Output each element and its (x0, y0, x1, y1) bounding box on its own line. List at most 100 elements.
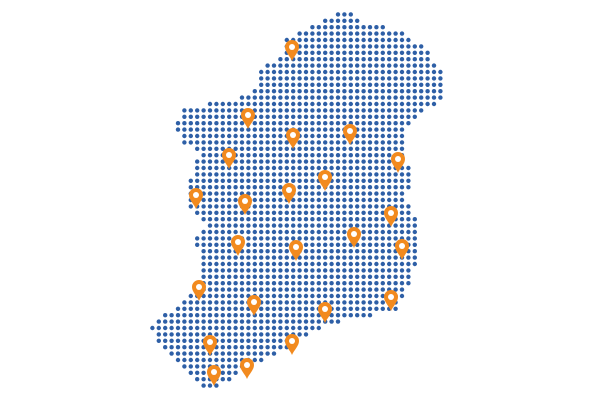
map-dot (323, 69, 328, 75)
map-dot (335, 204, 341, 209)
map-dot (399, 44, 405, 49)
map-dot (284, 108, 289, 113)
map-dot (201, 127, 206, 132)
map-dot (406, 236, 411, 241)
map-dot (201, 268, 206, 273)
map-dot (393, 127, 398, 132)
map-dot (259, 261, 264, 267)
map-dot (195, 121, 200, 126)
map-dot (278, 325, 283, 331)
map-dot (233, 325, 238, 331)
map-dot (303, 89, 309, 94)
map-dot (259, 204, 264, 209)
map-dot (195, 133, 200, 139)
map-dot (220, 332, 225, 337)
map-dot (399, 172, 405, 177)
map-dot (355, 306, 360, 311)
map-dot (259, 345, 264, 350)
map-dot (278, 153, 283, 158)
map-dot (259, 351, 264, 356)
map-dot (361, 57, 366, 62)
map-dot (367, 57, 373, 62)
map-dot (348, 172, 353, 177)
map-dot (246, 101, 251, 107)
map-dot (310, 121, 315, 126)
map-dot (425, 63, 430, 68)
map-dot (297, 50, 302, 55)
map-dot (271, 89, 277, 94)
map-dot (323, 82, 328, 88)
map-dot (367, 82, 373, 88)
map-dot (348, 95, 353, 100)
map-dot (355, 223, 360, 228)
map-dot (348, 76, 353, 81)
map-dot (342, 172, 347, 177)
map-dot (399, 204, 405, 209)
map-dot (297, 332, 302, 337)
map-dot (233, 223, 238, 228)
map-dot (291, 287, 296, 292)
map-dot (188, 114, 193, 120)
map-dot (323, 261, 328, 267)
map-dot (335, 287, 341, 292)
map-dot (335, 255, 341, 260)
map-dot (380, 191, 385, 196)
map-dot (393, 178, 398, 183)
map-dot (239, 95, 245, 100)
map-dot (367, 76, 373, 81)
map-dot (220, 185, 225, 190)
map-dot (265, 223, 270, 228)
map-dot (182, 306, 187, 311)
map-dot (291, 153, 296, 158)
map-dot (239, 127, 245, 132)
map-dot (316, 82, 321, 88)
map-dot (348, 159, 353, 164)
map-dot (387, 255, 392, 260)
pin-hole (399, 243, 405, 249)
map-dot (387, 31, 392, 36)
map-dot (303, 101, 309, 107)
map-dot (175, 121, 181, 126)
map-dot (227, 217, 232, 222)
map-dot (393, 281, 398, 286)
map-dot (271, 76, 277, 81)
map-dot (374, 191, 379, 196)
map-dot (380, 140, 385, 145)
map-dot (195, 332, 200, 337)
map-dot (207, 306, 213, 311)
map-dot (367, 261, 373, 267)
map-dot (239, 268, 245, 273)
map-dot (259, 159, 264, 164)
map-dot (406, 172, 411, 177)
map-dot (182, 140, 187, 145)
map-dot (271, 242, 277, 247)
map-dot (239, 217, 245, 222)
map-dot (284, 319, 289, 324)
map-dot (342, 197, 347, 203)
map-dot (335, 172, 341, 177)
map-dot (252, 172, 257, 177)
map-dot (271, 95, 277, 100)
map-dot (387, 236, 392, 241)
map-dot (291, 108, 296, 113)
map-dot (265, 153, 270, 158)
map-dot (361, 140, 366, 145)
map-dot (207, 127, 213, 132)
map-dot (342, 281, 347, 286)
map-dot (393, 236, 398, 241)
map-dot (335, 281, 341, 286)
map-dot (323, 293, 328, 299)
map-dot (303, 261, 309, 267)
map-dot (323, 114, 328, 120)
map-dot (374, 229, 379, 235)
map-dot (265, 204, 270, 209)
map-dot (265, 229, 270, 235)
map-dot (297, 178, 302, 183)
map-dot (412, 69, 417, 75)
map-dot (265, 268, 270, 273)
map-dot (431, 76, 437, 81)
map-dot (246, 281, 251, 286)
map-dot (163, 319, 168, 324)
map-dot (361, 261, 366, 267)
map-dot (252, 274, 257, 279)
